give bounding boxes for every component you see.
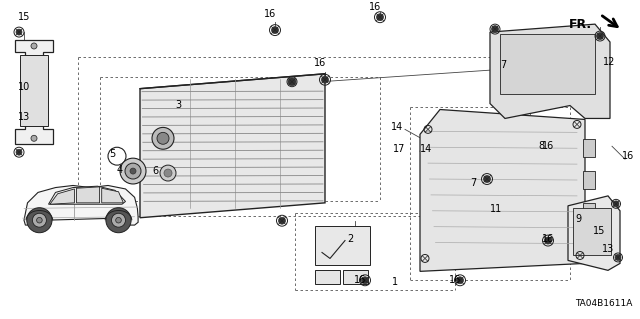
Circle shape [288,78,296,86]
Bar [583,234,595,252]
Polygon shape [568,196,620,271]
Text: 16: 16 [542,141,554,151]
Polygon shape [49,186,125,204]
Text: 10: 10 [18,82,30,92]
Circle shape [130,168,136,174]
Text: 2: 2 [347,234,353,243]
Polygon shape [50,189,74,204]
Circle shape [116,218,122,223]
Polygon shape [24,185,138,225]
Circle shape [157,132,169,144]
Polygon shape [15,40,53,144]
Circle shape [160,165,176,181]
Bar [573,208,611,256]
Text: 16: 16 [264,9,276,19]
Text: 4: 4 [117,165,123,175]
Polygon shape [420,109,585,271]
Text: 14: 14 [420,144,432,154]
Circle shape [278,217,285,224]
Polygon shape [77,187,100,203]
Circle shape [456,277,463,284]
Text: 5: 5 [109,149,115,159]
Bar [20,55,48,126]
Circle shape [615,255,621,260]
Circle shape [376,14,383,21]
Text: 17: 17 [392,144,405,154]
Text: 16: 16 [354,275,366,285]
Circle shape [483,175,490,182]
Circle shape [106,208,131,233]
Circle shape [36,218,42,223]
Text: 7: 7 [500,60,506,70]
Circle shape [27,208,52,233]
Bar [500,34,595,94]
Polygon shape [490,24,610,118]
Text: 12: 12 [603,57,616,67]
Circle shape [545,237,552,244]
Circle shape [33,213,47,227]
Circle shape [596,33,604,40]
Circle shape [362,277,369,284]
Text: 8: 8 [538,141,544,151]
Circle shape [111,213,125,227]
Text: TA04B1611A: TA04B1611A [575,299,632,308]
Circle shape [164,169,172,177]
Bar [343,271,368,284]
Bar [315,226,370,265]
Bar [583,203,595,221]
Text: 11: 11 [490,204,502,214]
Circle shape [492,26,499,33]
Text: 3: 3 [175,100,181,109]
Text: 14: 14 [391,122,403,132]
Bar [315,271,340,284]
Polygon shape [102,188,124,203]
Circle shape [613,201,619,207]
Polygon shape [140,74,325,218]
Circle shape [31,43,37,49]
Text: 16: 16 [622,151,634,161]
Circle shape [16,149,22,155]
Text: 9: 9 [575,214,581,224]
Circle shape [152,127,174,149]
Text: 13: 13 [602,243,614,254]
Text: 16: 16 [449,275,461,285]
Text: 16: 16 [369,2,381,12]
Text: 6: 6 [152,166,158,176]
Circle shape [271,26,278,33]
Circle shape [125,163,141,179]
Text: 15: 15 [593,226,605,236]
Text: 13: 13 [18,112,30,122]
Text: 16: 16 [542,234,554,244]
Circle shape [16,29,22,35]
Circle shape [321,76,328,83]
Circle shape [120,158,146,184]
Bar [583,171,595,189]
Circle shape [31,135,37,141]
Bar [583,139,595,157]
Text: FR.: FR. [569,18,592,31]
Text: 7: 7 [470,178,476,188]
Text: 15: 15 [18,12,30,22]
Text: 1: 1 [392,277,398,287]
Text: 16: 16 [314,58,326,68]
